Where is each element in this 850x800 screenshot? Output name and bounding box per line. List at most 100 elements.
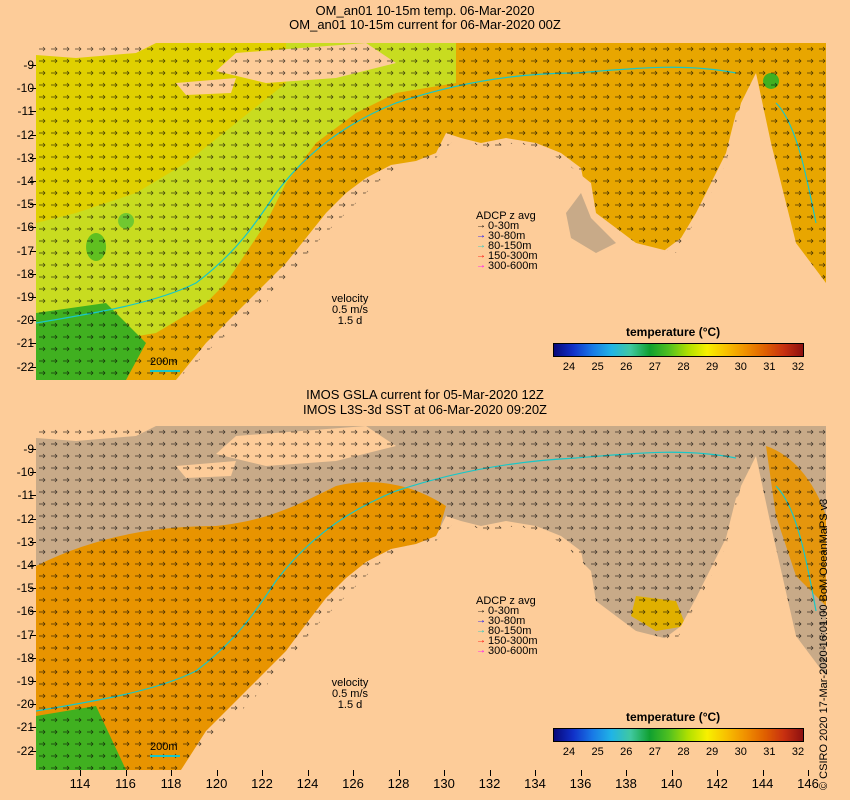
y-axis-tick [30,88,36,90]
y-axis-label: -15 [16,197,34,212]
colorbar-tick-label: 28 [677,361,690,373]
depth-scale-label: 200m [150,741,178,753]
x-axis-tick [398,770,400,776]
y-axis-label: -19 [16,290,34,304]
adcp-legend-label: 80-150m [488,240,532,252]
x-axis-label: 142 [706,776,728,791]
top-map-canvas [36,43,826,380]
velocity-label: velocity [331,677,369,689]
x-axis-tick [262,770,263,776]
y-axis-label: -21 [16,720,34,735]
colorbar-tick-label: 25 [591,746,604,758]
adcp-legend-item: → 30-80m [476,230,526,242]
y-axis-tick [30,320,36,322]
y-axis-tick [30,704,36,706]
colorbar-tick-label: 28 [677,746,690,758]
x-axis-tick [535,770,536,776]
y-axis-tick [30,111,36,113]
top-title-line2: OM_an01 10-15m current for 06-Mar-2020 0… [289,17,561,32]
y-axis-label: -18 [16,266,34,281]
y-axis-tick [30,681,36,682]
y-axis-label: -14 [16,558,34,572]
x-axis-label: 122 [251,776,273,791]
y-axis-tick [30,657,36,659]
adcp-legend-label: 30-80m [488,230,526,242]
x-axis-tick [444,770,445,776]
credit-text: © CSIRO 2020 17-Mar-2020 16:01:00 BoM Oc… [818,498,830,790]
x-axis-tick [353,770,354,776]
y-axis-label: -15 [16,581,34,596]
bottom-title-line1: IMOS GSLA current for 05-Mar-2020 12Z [306,387,544,402]
y-axis-tick [30,65,36,66]
x-axis-tick [580,770,582,776]
y-axis-tick [30,181,36,182]
x-axis-tick [307,770,309,776]
colorbar-tick-label: 29 [706,361,719,373]
y-axis-label: -10 [16,81,34,96]
adcp-legend-item: → 150-300m [476,250,538,262]
y-axis-label: -11 [17,488,34,503]
x-axis-label: 126 [342,776,364,791]
depth-scale-label: 200m [150,356,178,368]
adcp-legend-item: → 300-600m [476,645,538,657]
velocity-label: velocity [331,293,369,305]
colorbar-tick-label: 31 [763,361,776,373]
bottom-adcp-legend: ADCP z avg → 0-30m → 30-80m → 80-150m → 150-… [476,596,538,657]
y-axis-tick [30,611,36,613]
velocity-time: 1.5 d [337,315,363,327]
y-axis-label: -13 [16,150,34,165]
adcp-legend-title: ADCP z avg [476,210,536,222]
y-axis-tick [30,495,36,497]
x-axis-tick [671,770,673,776]
y-axis-tick [30,634,36,636]
x-axis-label: 124 [296,776,319,791]
y-axis-label: -17 [16,627,34,642]
y-axis-label: -20 [16,313,34,328]
y-axis-tick [30,250,36,252]
y-axis-label: -21 [16,336,34,351]
bottom-depth-scale: 200m [150,741,180,757]
adcp-legend-label: 150-300m [488,250,538,262]
y-axis-tick [30,750,36,752]
x-axis-label: 114 [69,776,91,791]
y-axis-tick [30,727,36,729]
y-axis-label: -12 [16,127,34,142]
x-axis-label: 130 [433,776,455,791]
adcp-legend-label: 300-600m [488,645,538,657]
x-axis-tick [216,770,218,776]
depth-scale-bar [150,755,180,757]
adcp-legend-label: 80-150m [488,625,532,637]
y-axis-label: -19 [16,674,34,688]
y-axis-label: -11 [17,104,34,119]
bottom-colorbar [553,728,804,742]
y-axis-label: -9 [23,58,34,72]
y-axis-tick [30,366,36,368]
y-axis-tick [30,227,36,229]
y-axis-label: -10 [16,465,34,480]
y-axis-label: -13 [16,534,34,549]
bottom-map-panel[interactable] [36,426,826,770]
x-axis-tick [125,770,127,776]
adcp-legend-item: → 30-80m [476,615,526,627]
x-axis-label: 134 [524,776,546,791]
adcp-legend-label: 300-600m [488,260,538,272]
colorbar-tick-label: 30 [734,746,747,758]
colorbar-tick-label: 31 [763,746,776,758]
x-axis-label: 132 [478,776,501,791]
top-map-panel[interactable] [36,43,826,380]
y-axis-tick [30,297,36,298]
x-axis-tick [762,770,764,776]
x-axis-label: 120 [205,776,228,791]
x-axis-tick [808,770,809,776]
adcp-legend-label: 0-30m [488,605,520,617]
adcp-legend-item: → 80-150m [476,240,532,252]
y-axis-tick [30,565,36,566]
colorbar-tick-label: 30 [734,361,747,373]
y-axis-tick [30,588,36,590]
y-axis-label: -9 [23,442,34,456]
x-axis-label: 138 [615,776,637,791]
top-adcp-legend: ADCP z avg → 0-30m → 30-80m → 80-150m → 150-… [476,210,538,272]
velocity-value: 0.5 m/s [331,688,369,700]
x-axis-tick [171,770,172,776]
y-axis-tick [30,541,36,543]
